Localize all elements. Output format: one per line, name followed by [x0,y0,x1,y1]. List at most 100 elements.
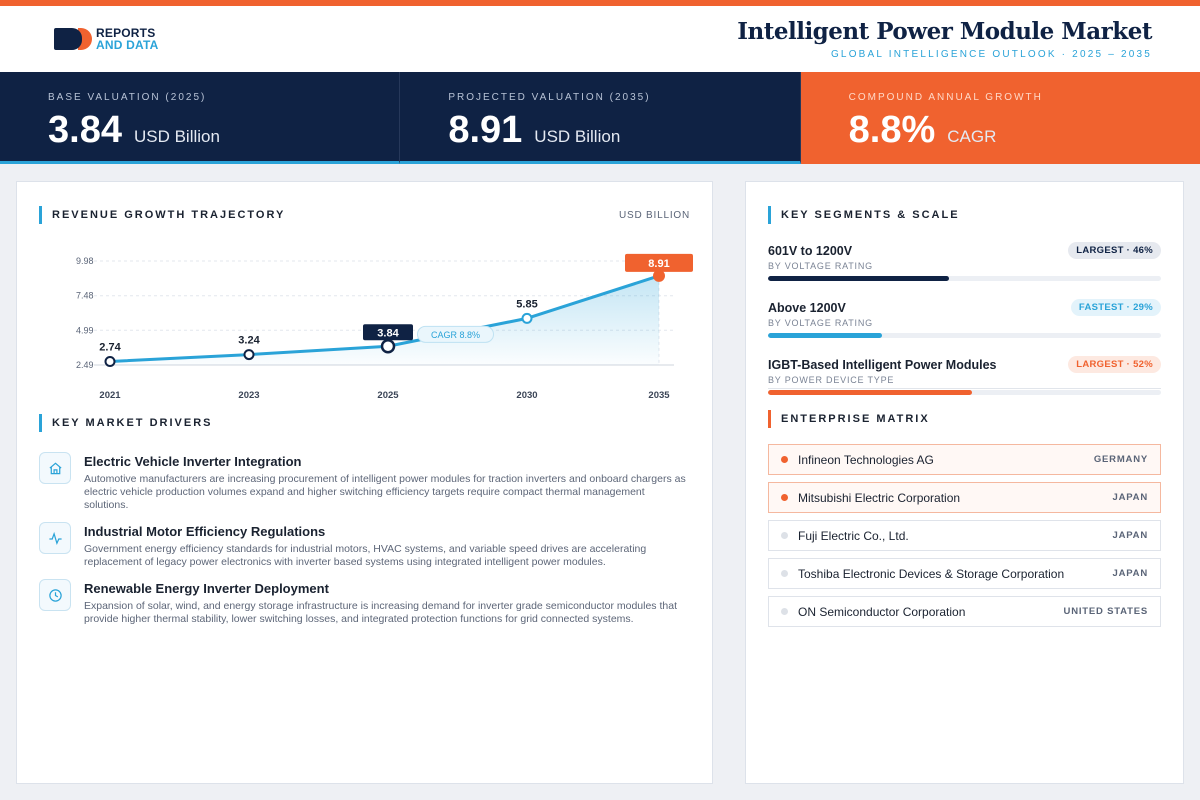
company-country: JAPAN [1112,568,1148,579]
kpi-strip: BASE VALUATION (2025) 3.84 USD Billion PR… [0,72,1200,164]
left-panel: REVENUE GROWTH TRAJECTORY USD BILLION 9.… [16,181,713,784]
company-row[interactable]: Toshiba Electronic Devices & Storage Cor… [768,558,1161,589]
status-dot [781,456,788,463]
x-tick-label: 2023 [238,390,259,401]
segment-badge: LARGEST · 52% [1068,356,1161,373]
driver-description: Automotive manufacturers are increasing … [84,473,686,511]
driver-title: Renewable Energy Inverter Deployment [84,581,329,596]
series-area [110,275,659,365]
section-title: REVENUE GROWTH TRAJECTORY [52,209,286,221]
data-label: 3.84 [377,327,399,339]
company-row[interactable]: Infineon Technologies AG GERMANY [768,444,1161,475]
y-tick-label: 7.48 [76,291,94,301]
kpi-value: 8.8% [848,109,936,151]
driver-description: Government energy efficiency standards f… [84,543,647,568]
brand-line-1: REPORTS [96,26,156,40]
segment-name: 601V to 1200V [768,243,853,258]
segment-category: BY POWER DEVICE TYPE [768,375,895,385]
kpi-label: BASE VALUATION (2025) [48,92,207,103]
kpi-label: PROJECTED VALUATION (2035) [448,92,651,103]
section-title: ENTERPRISE MATRIX [781,413,930,425]
x-tick-label: 2035 [648,390,670,401]
kpi-unit: USD Billion [534,127,621,146]
data-point [653,269,665,282]
driver-item: Renewable Energy Inverter Deployment Expa… [39,579,690,626]
logo-mark [54,28,92,50]
cagr-annotation: CAGR 8.8% [431,330,480,340]
home-icon [39,452,71,484]
y-tick-label: 2.49 [76,360,94,370]
page-header: REPORTS AND DATA Intelligent Power Modul… [0,6,1200,72]
segment-share-fill [768,390,973,395]
segment-item: IGBT-Based Intelligent Power Modules LARG… [768,356,1161,395]
company-name: Fuji Electric Co., Ltd. [798,528,909,543]
section-title: KEY SEGMENTS & SCALE [781,209,960,221]
segment-category: BY VOLTAGE RATING [768,261,873,271]
driver-description: Expansion of solar, wind, and energy sto… [84,600,677,625]
company-country: JAPAN [1112,530,1148,541]
enterprise-matrix: Infineon Technologies AG GERMANY Mitsubis… [768,444,1161,634]
driver-title: Industrial Motor Efficiency Regulations [84,524,326,539]
company-country: JAPAN [1112,492,1148,503]
segment-name: IGBT-Based Intelligent Power Modules [768,357,997,372]
data-label-box [625,253,693,272]
x-tick-label: 2025 [377,390,399,401]
segment-name: Above 1200V [768,300,846,315]
company-name: Infineon Technologies AG [798,452,934,467]
status-dot [781,494,788,501]
page-subtitle: GLOBAL INTELLIGENCE OUTLOOK · 2025 – 203… [830,49,1152,60]
kpi-projected-valuation: PROJECTED VALUATION (2035) 8.91 USD Billi… [400,72,801,164]
right-panel: KEY SEGMENTS & SCALE 601V to 1200V LARGES… [745,181,1184,784]
section-header-drivers: KEY MARKET DRIVERS [39,414,690,432]
company-row[interactable]: ON Semiconductor Corporation UNITED STATE… [768,596,1161,627]
segment-share-track [768,276,1161,281]
chart-unit-label: USD BILLION [618,209,690,221]
clock-icon [39,579,71,611]
kpi-base-valuation: BASE VALUATION (2025) 3.84 USD Billion [0,72,401,164]
company-name: Mitsubishi Electric Corporation [798,490,961,505]
segment-share-fill [768,333,882,338]
status-dot [781,532,788,539]
kpi-value: 8.91 [448,109,523,151]
company-row[interactable]: Fuji Electric Co., Ltd. JAPAN [768,520,1161,551]
segment-item: Above 1200V FASTEST · 29% BY VOLTAGE RATI… [768,299,1161,338]
y-tick-label: 9.98 [76,256,94,266]
section-header-revenue: REVENUE GROWTH TRAJECTORY [39,206,285,224]
data-label: 5.85 [516,298,537,310]
section-title: KEY MARKET DRIVERS [52,417,213,429]
driver-item: Electric Vehicle Inverter Integration Aut… [39,452,690,512]
company-name: ON Semiconductor Corporation [798,604,966,619]
data-label: 3.24 [238,335,260,347]
kpi-cagr: COMPOUND ANNUAL GROWTH 8.8% CAGR [800,72,1200,164]
kpi-value: 3.84 [48,109,122,151]
divider [768,388,1161,389]
kpi-label: COMPOUND ANNUAL GROWTH [848,92,1043,103]
company-row[interactable]: Mitsubishi Electric Corporation JAPAN [768,482,1161,513]
status-dot [781,570,788,577]
page-title: Intelligent Power Module Market [737,18,1152,45]
driver-title: Electric Vehicle Inverter Integration [84,454,302,469]
status-dot [781,608,788,615]
driver-item: Industrial Motor Efficiency Regulations G… [39,522,690,569]
cagr-annotation-pill [417,325,494,343]
segment-badge: LARGEST · 46% [1068,242,1161,259]
company-name: Toshiba Electronic Devices & Storage Cor… [798,566,1065,581]
data-label: 8.91 [648,258,669,270]
segment-share-fill [768,276,949,281]
segment-share-track [768,333,1161,338]
brand-line-2: AND DATA [96,38,159,52]
brand-logo[interactable]: REPORTS AND DATA [54,27,158,51]
y-tick-label: 4.99 [76,325,94,335]
data-point [104,356,116,368]
top-accent-bar [0,0,1200,6]
data-label-box [363,324,413,341]
segment-share-track [768,390,1161,395]
kpi-unit: USD Billion [133,127,220,146]
revenue-chart: 9.98 7.48 4.99 2.49 CAGR 8.8% 2.74 2021 3.24 202… [76,253,693,401]
x-tick-label: 2030 [516,390,537,401]
data-point [243,349,255,361]
segment-category: BY VOLTAGE RATING [768,318,873,328]
x-tick-label: 2021 [99,390,121,401]
data-point [521,312,533,324]
segments-section: KEY SEGMENTS & SCALE 601V to 1200V LARGES… [768,206,1161,395]
